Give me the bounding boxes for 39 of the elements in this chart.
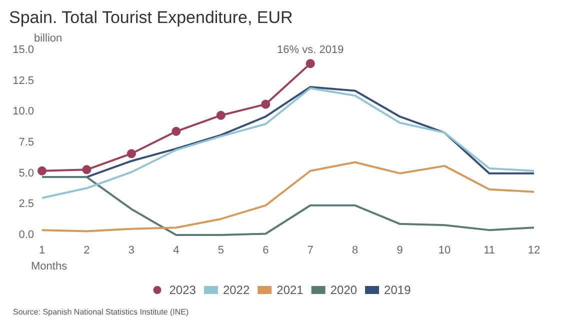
line-series: [41, 176, 535, 236]
y-tick-label: 12.5: [12, 74, 34, 87]
y-tick-label: 0.0: [18, 229, 34, 241]
x-tick-label: 3: [128, 244, 135, 256]
x-tick-label: 4: [173, 244, 180, 256]
point: [306, 59, 315, 68]
point: [261, 100, 270, 109]
x-tick-label: 9: [396, 244, 403, 256]
x-tick-label: 11: [484, 244, 495, 256]
legend-label: 2023: [169, 283, 196, 297]
line-series: [41, 161, 535, 232]
x-axis-title: Months: [31, 260, 68, 272]
legend-label: 2021: [276, 283, 304, 297]
x-tick-label: 8: [352, 244, 358, 256]
point: [38, 166, 46, 176]
x-tick-label: 6: [262, 244, 269, 256]
line-series: [41, 87, 535, 199]
point: [216, 110, 226, 120]
y-tick-label: 5.0: [18, 167, 34, 180]
y-tick-label: 10.0: [12, 106, 34, 118]
y-axis-title: billion: [34, 32, 62, 44]
y-tick-label: 7.5: [18, 136, 34, 148]
y-tick-label: 15.0: [12, 44, 34, 56]
annotation: 16% vs. 2019: [277, 44, 344, 56]
x-tick-label: 1: [38, 244, 46, 256]
x-tick-label: 2: [84, 244, 90, 256]
x-tick-label: 5: [218, 244, 224, 256]
point: [82, 165, 92, 174]
legend-label: 2019: [384, 283, 412, 297]
point: [172, 126, 181, 136]
point: [126, 149, 136, 158]
source-note: Source: Spanish National Statistics Institute (INE): [13, 308, 189, 316]
x-tick-label: 7: [307, 244, 314, 256]
y-tick-label: 2.5: [18, 198, 34, 210]
x-tick-label: 12: [528, 244, 540, 256]
legend-label: 2020: [330, 283, 358, 297]
legend-label: 2022: [222, 283, 250, 297]
chart-title: Spain. Total Tourist Expenditure, EUR: [9, 8, 293, 27]
x-tick-label: 10: [438, 244, 451, 256]
